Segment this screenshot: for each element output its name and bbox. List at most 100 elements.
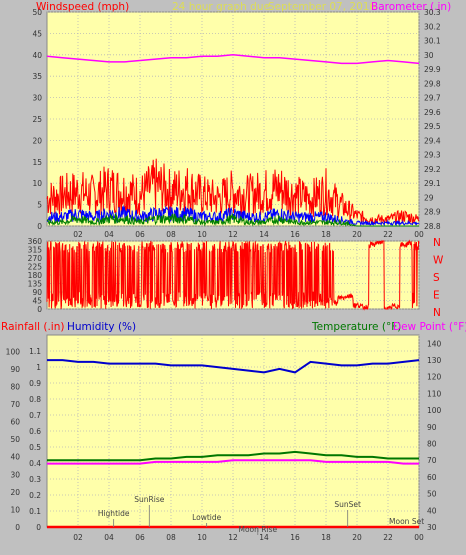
barometer-y-ticks: 28.8 28.9 29 29.1 29.2 29.3 29.4 29.5 29.6 29.7 29… xyxy=(424,8,441,231)
event-label: Lowtide xyxy=(192,513,222,522)
hour-tick-label: 02 xyxy=(73,533,83,542)
compass-label: N xyxy=(433,237,441,249)
barometer-tick-label: 28.9 xyxy=(424,208,441,217)
rainfall-tick-label: 0.2 xyxy=(29,491,41,500)
hour-tick-label: 02 xyxy=(73,230,83,239)
temperature-title: Temperature (°F) xyxy=(311,321,401,333)
graph-date: September 07, 2016 xyxy=(268,1,376,13)
temperature-tick-label: 30 xyxy=(427,523,437,532)
rainfall-tick-label: 0.6 xyxy=(29,427,41,436)
hour-tick-label: 14 xyxy=(259,533,269,542)
humidity-tick-label: 10 xyxy=(10,505,20,514)
windspeed-tick-label: 40 xyxy=(32,51,42,60)
hour-tick-label: 00 xyxy=(414,230,424,239)
barometer-tick-label: 29 xyxy=(424,193,434,202)
hour-tick-label: 10 xyxy=(197,230,207,239)
rainfall-title: Rainfall (.in) xyxy=(1,321,64,333)
humidity-tick-label: 100 xyxy=(6,347,21,356)
temperature-tick-label: 100 xyxy=(427,406,442,415)
event-label: SunRise xyxy=(134,495,164,504)
event-label: Moon Rise xyxy=(238,525,277,534)
compass-label: S xyxy=(433,272,440,284)
barometer-tick-label: 29.6 xyxy=(424,108,441,117)
graph-title: 24 hour graph due xyxy=(172,1,270,13)
direction-tick-label: 180 xyxy=(28,271,43,280)
rainfall-tick-label: 1.1 xyxy=(29,347,41,356)
hour-tick-label: 06 xyxy=(135,230,145,239)
direction-tick-label: 315 xyxy=(28,246,43,255)
temperature-grid xyxy=(47,335,420,528)
hour-tick-label: 00 xyxy=(414,533,424,542)
temperature-tick-label: 110 xyxy=(427,389,442,398)
humidity-tick-label: 50 xyxy=(10,435,20,444)
hour-tick-label: 18 xyxy=(321,230,331,239)
windspeed-grid xyxy=(47,11,420,227)
barometer-tick-label: 30.1 xyxy=(424,37,441,46)
windspeed-series xyxy=(46,158,420,228)
hour-tick-label: 18 xyxy=(321,533,331,542)
event-label: Moon Set xyxy=(389,517,424,526)
rainfall-tick-label: 0.4 xyxy=(29,459,41,468)
hour-tick-label: 22 xyxy=(383,230,393,239)
compass-label: W xyxy=(433,255,444,267)
windspeed-tick-label: 0 xyxy=(37,222,42,231)
barometer-title: Barometer (.in) xyxy=(371,1,451,13)
temperature-tick-label: 130 xyxy=(427,356,442,365)
barometer-tick-label: 29.5 xyxy=(424,122,441,131)
windspeed-tick-label: 30 xyxy=(32,94,42,103)
hour-tick-label: 20 xyxy=(352,533,362,542)
event-label: SunSet xyxy=(334,500,361,509)
hour-tick-label: 04 xyxy=(104,230,114,239)
rainfall-y-ticks: 0 0.1 0.2 0.3 0.4 0.5 0.6 0.7 0.8 0.9 1 1.1 xyxy=(29,347,41,532)
temperature-tick-label: 60 xyxy=(427,473,437,482)
humidity-tick-label: 90 xyxy=(10,365,20,374)
compass-label: N xyxy=(433,307,441,319)
barometer-tick-label: 30.2 xyxy=(424,22,441,31)
humidity-tick-label: 20 xyxy=(10,488,20,497)
temperature-line xyxy=(47,450,419,462)
barometer-tick-label: 30 xyxy=(424,51,434,60)
windspeed-title: Windspeed (mph) xyxy=(36,1,129,13)
barometer-tick-label: 29.1 xyxy=(424,179,441,188)
windspeed-tick-label: 5 xyxy=(37,201,42,210)
humidity-tick-label: 70 xyxy=(10,400,20,409)
rainfall-tick-label: 0.8 xyxy=(29,395,41,404)
barometer-line xyxy=(46,54,420,65)
hour-tick-label: 08 xyxy=(166,533,176,542)
direction-tick-label: 135 xyxy=(28,280,43,289)
dewpoint-line xyxy=(47,459,419,465)
barometer-tick-label: 29.3 xyxy=(424,151,441,160)
barometer-series xyxy=(46,54,420,65)
rainfall-tick-label: 0.3 xyxy=(29,475,41,484)
hour-tick-label: 06 xyxy=(135,533,145,542)
temperature-tick-label: 70 xyxy=(427,456,437,465)
barometer-tick-label: 29.7 xyxy=(424,94,441,103)
direction-tick-label: 225 xyxy=(28,263,43,272)
dewpoint-title: Dew Point (°F) xyxy=(393,321,466,333)
event-label: Hightide xyxy=(98,509,130,518)
windspeed-tick-label: 15 xyxy=(32,158,42,167)
gust-line xyxy=(46,158,420,226)
hour-tick-label: 16 xyxy=(290,230,300,239)
temperature-y-ticks: 30 40 50 60 70 80 90 100 110 120 130 140 xyxy=(427,339,442,532)
rainfall-tick-label: 1 xyxy=(36,363,41,372)
direction-tick-label: 45 xyxy=(32,297,42,306)
humidity-tick-label: 0 xyxy=(15,523,20,532)
hour-tick-label: 12 xyxy=(228,533,238,542)
rainfall-tick-label: 0.7 xyxy=(29,411,41,420)
barometer-tick-label: 29.9 xyxy=(424,65,441,74)
temperature-tick-label: 80 xyxy=(427,440,437,449)
windspeed-x-ticks: 02 04 06 08 10 12 14 16 18 20 22 00 xyxy=(73,230,424,239)
hour-tick-label: 20 xyxy=(352,230,362,239)
humidity-title: Humidity (%) xyxy=(67,321,136,333)
rainfall-tick-label: 0.1 xyxy=(29,507,41,516)
barometer-tick-label: 28.8 xyxy=(424,222,441,231)
direction-tick-label: 270 xyxy=(28,254,43,263)
hour-tick-label: 16 xyxy=(290,533,300,542)
hour-tick-label: 10 xyxy=(197,533,207,542)
windspeed-tick-label: 10 xyxy=(32,179,42,188)
rainfall-tick-label: 0 xyxy=(36,523,41,532)
hour-tick-label: 12 xyxy=(228,230,238,239)
